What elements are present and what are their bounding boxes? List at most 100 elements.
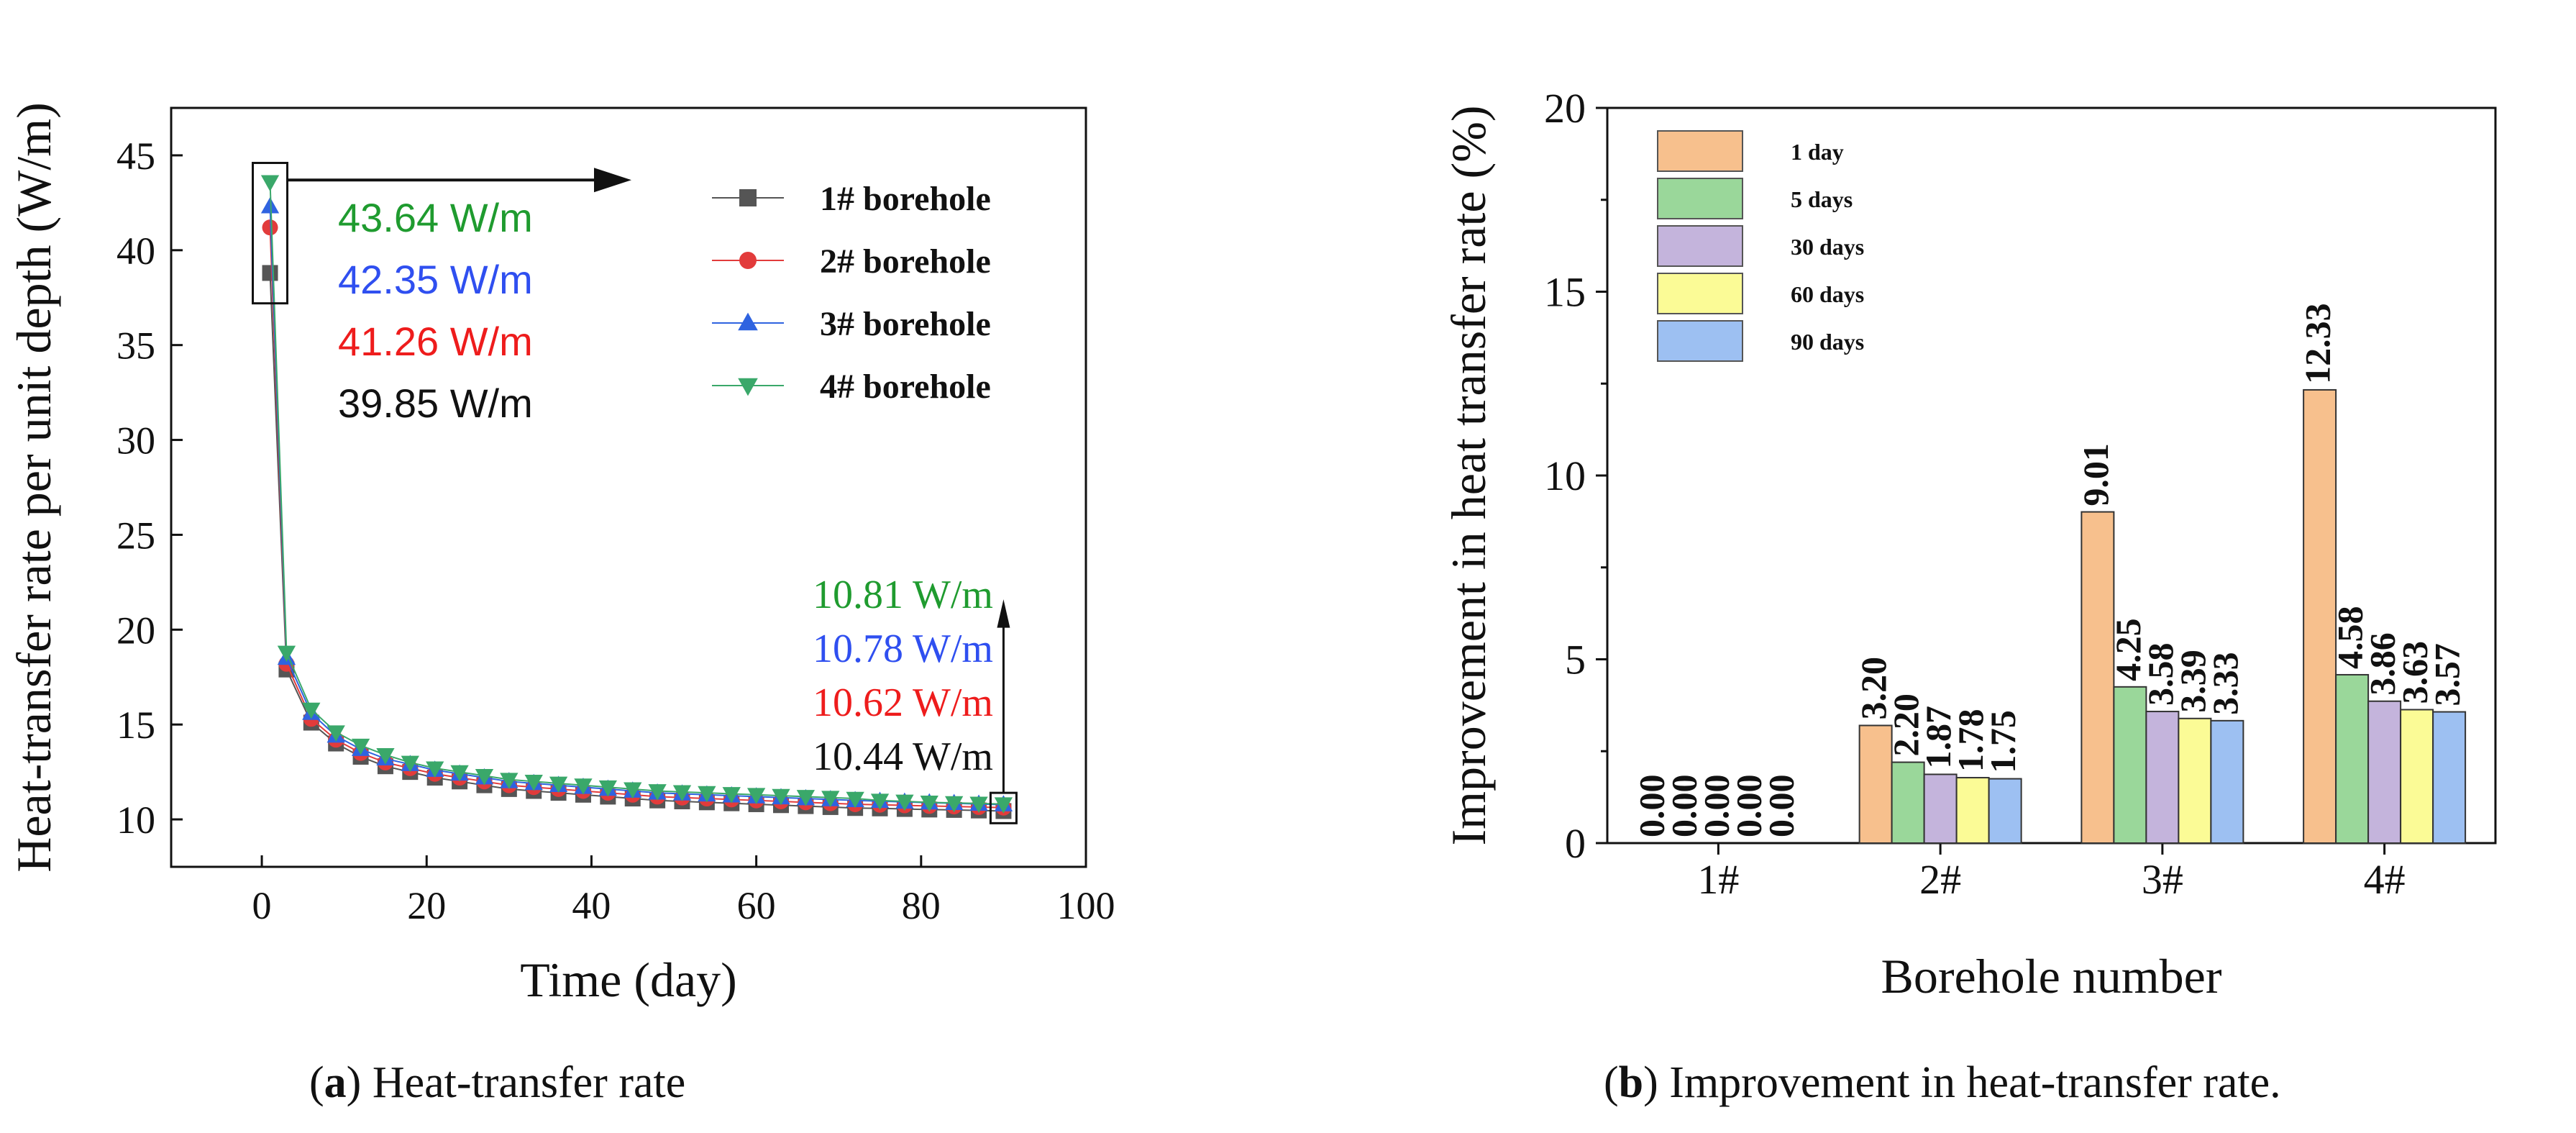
x-tick-label: 40 <box>572 884 611 927</box>
bar <box>1858 724 1893 844</box>
bar <box>2367 700 2402 845</box>
legend-label: 5 days <box>1791 186 1853 212</box>
data-point <box>796 790 816 806</box>
data-point <box>846 791 864 809</box>
x-tick-label: 60 <box>737 884 776 927</box>
bar <box>1923 773 1958 844</box>
end-arrow-head <box>997 599 1010 628</box>
y-tick-label: 15 <box>1544 269 1586 316</box>
x-tick-label: 0 <box>252 884 272 927</box>
data-point <box>376 748 395 765</box>
data-point <box>500 773 519 789</box>
y-tick-label: 0 <box>1565 820 1586 867</box>
legend-label: 1 day <box>1791 139 1844 165</box>
caption-a: (a) Heat-transfer rate <box>309 1058 686 1107</box>
bar-value-label: 12.33 <box>2298 303 2338 384</box>
data-point <box>401 755 419 773</box>
legend-label: 2# borehole <box>820 242 991 281</box>
x-axis-label: Borehole number <box>1881 949 2222 1004</box>
y-tick-label: 15 <box>117 704 155 747</box>
y-tick-label: 45 <box>117 135 155 178</box>
bar-value-label: 0.00 <box>1728 775 1768 838</box>
bar-value-label: 2.20 <box>1886 693 1926 757</box>
start-value-annotation: 42.35 W/m <box>338 257 533 302</box>
data-point <box>326 725 345 742</box>
bar-value-label: 9.01 <box>2075 443 2116 506</box>
caption-a-letter: a <box>324 1058 347 1107</box>
data-point <box>524 774 543 791</box>
data-point <box>598 780 618 797</box>
start-value-annotation: 41.26 W/m <box>338 319 533 364</box>
bar-value-label: 3.39 <box>2173 650 2213 713</box>
x-tick-label: 100 <box>1057 884 1115 927</box>
bar-value-label: 1.87 <box>1918 706 1958 769</box>
y-axis-label: Heat-transfer rate per unit depth (W/m) <box>6 102 61 873</box>
legend-swatch <box>1657 130 1743 172</box>
data-point <box>920 795 938 812</box>
bar <box>1988 778 2022 844</box>
caption-b-letter: b <box>1618 1058 1644 1107</box>
caption-b: (b) Improvement in heat-transfer rate. <box>1604 1058 2281 1107</box>
bar-value-label: 1.75 <box>1983 710 2023 773</box>
bar-value-label: 3.63 <box>2395 641 2435 704</box>
data-point <box>698 786 716 803</box>
data-point <box>277 645 296 663</box>
bar <box>2400 709 2434 845</box>
data-point <box>426 761 444 778</box>
data-point <box>351 738 370 755</box>
legend-swatch <box>1657 320 1743 362</box>
data-point <box>672 785 692 802</box>
x-tick-label: 2# <box>1919 856 1961 903</box>
data-point <box>944 796 964 813</box>
y-tick-label: 10 <box>117 798 155 842</box>
data-point <box>969 796 988 814</box>
bar-value-label: 3.57 <box>2427 643 2467 706</box>
legend-label: 60 days <box>1791 281 1864 307</box>
legend-label: 30 days <box>1791 234 1864 260</box>
improvement-bar-chart: 051015201#0.000.000.000.000.002#3.202.20… <box>1441 85 2497 1004</box>
data-point <box>302 702 321 719</box>
caption-b-text: Improvement in heat-transfer rate. <box>1658 1058 2281 1107</box>
plot-frame <box>170 106 1087 868</box>
bar-value-label: 4.25 <box>2108 618 2148 681</box>
bar <box>2113 686 2147 845</box>
data-point <box>722 787 741 804</box>
end-value-annotation: 10.62 W/m <box>813 681 993 725</box>
legend-swatch <box>1657 273 1743 314</box>
legend-label: 3# borehole <box>820 305 991 343</box>
x-tick-label: 3# <box>2142 856 2183 903</box>
legend-label: 1# borehole <box>820 180 991 218</box>
data-point <box>821 791 840 807</box>
bar-value-label: 3.33 <box>2205 652 2245 715</box>
data-point <box>895 794 914 811</box>
bar-value-label: 0.00 <box>1760 775 1801 838</box>
data-point <box>262 265 278 281</box>
start-highlight-box <box>252 161 289 305</box>
y-tick-label: 30 <box>117 419 155 463</box>
bar <box>2303 388 2337 844</box>
start-arrow-head <box>594 168 631 193</box>
y-tick-label: 20 <box>117 609 155 652</box>
y-tick-label: 10 <box>1544 452 1586 499</box>
bar <box>2178 717 2212 844</box>
data-point <box>870 793 890 810</box>
bar-value-label: 0.00 <box>1663 775 1704 838</box>
y-tick-label: 20 <box>1544 85 1586 132</box>
bar <box>2145 711 2180 845</box>
bar-value-label: 0.00 <box>1696 775 1736 838</box>
bar-value-label: 3.58 <box>2140 643 2180 706</box>
legend-swatch <box>1657 225 1743 267</box>
bar <box>2432 711 2467 844</box>
bar <box>2210 719 2244 844</box>
data-point <box>260 196 280 214</box>
x-tick-label: 4# <box>2364 856 2406 903</box>
y-tick-label: 5 <box>1565 637 1586 683</box>
y-tick-label: 40 <box>117 229 155 273</box>
data-point <box>574 778 593 795</box>
legend-marker <box>739 252 757 269</box>
data-point <box>772 788 790 806</box>
y-axis-label: Improvement in heat transfer rate (%) <box>1441 106 1496 846</box>
start-value-annotation: 39.85 W/m <box>338 381 533 426</box>
data-point <box>262 219 278 236</box>
